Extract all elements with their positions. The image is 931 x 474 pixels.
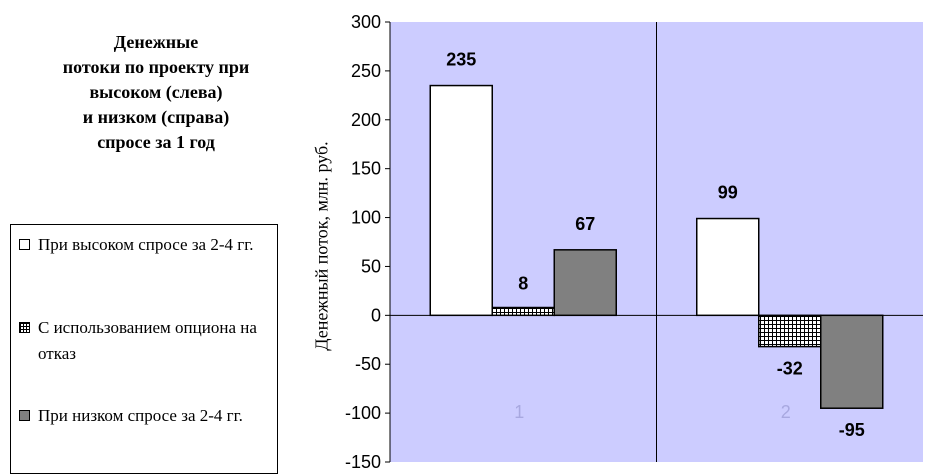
data-label: -95 <box>839 420 865 440</box>
bar <box>491 306 555 317</box>
title-line: потоки по проекту при <box>62 57 250 77</box>
legend-label: При низком спросе за 2-4 гг. <box>38 406 243 425</box>
legend-item: С использованием опциона на отказ <box>19 315 274 367</box>
legend-label: С использованием опциона на отказ <box>38 318 257 363</box>
category-label: 1 <box>514 402 524 422</box>
chart-title: Денежные потоки по проекту при высоком (сл… <box>18 30 294 155</box>
bar <box>696 217 760 317</box>
category-label: 2 <box>781 402 791 422</box>
data-label: 8 <box>518 274 528 294</box>
title-line: и низком (справа) <box>82 107 230 127</box>
bar <box>429 84 493 317</box>
legend-label: При высоком спросе за 2-4 гг. <box>38 235 254 254</box>
title-line: Денежные <box>113 32 199 52</box>
data-label: 99 <box>718 183 738 203</box>
bar <box>820 314 884 409</box>
y-tick-label: 300 <box>351 12 381 32</box>
data-label: 235 <box>446 50 476 70</box>
data-label: 67 <box>575 214 595 234</box>
legend: При высоком спросе за 2-4 гг. С использов… <box>10 224 278 474</box>
y-tick-label: 200 <box>351 110 381 130</box>
bar <box>758 314 822 348</box>
y-tick-label: -100 <box>345 403 381 423</box>
y-tick-label: -150 <box>345 452 381 472</box>
title-line: спросе за 1 год <box>97 132 215 152</box>
y-tick-label: -50 <box>355 354 381 374</box>
legend-swatch <box>19 322 30 333</box>
legend-item: При низком спросе за 2-4 гг. <box>19 403 274 429</box>
y-tick-label: 250 <box>351 61 381 81</box>
legend-swatch <box>19 410 30 421</box>
legend-item: При высоком спросе за 2-4 гг. <box>19 232 274 258</box>
y-tick-label: 50 <box>361 256 381 276</box>
legend-swatch <box>19 239 30 250</box>
y-tick-label: 100 <box>351 208 381 228</box>
bar <box>553 249 617 317</box>
title-line: высоком (слева) <box>89 82 223 102</box>
y-tick-label: 150 <box>351 159 381 179</box>
y-tick-label: 0 <box>371 305 381 325</box>
data-label: -32 <box>777 359 803 379</box>
